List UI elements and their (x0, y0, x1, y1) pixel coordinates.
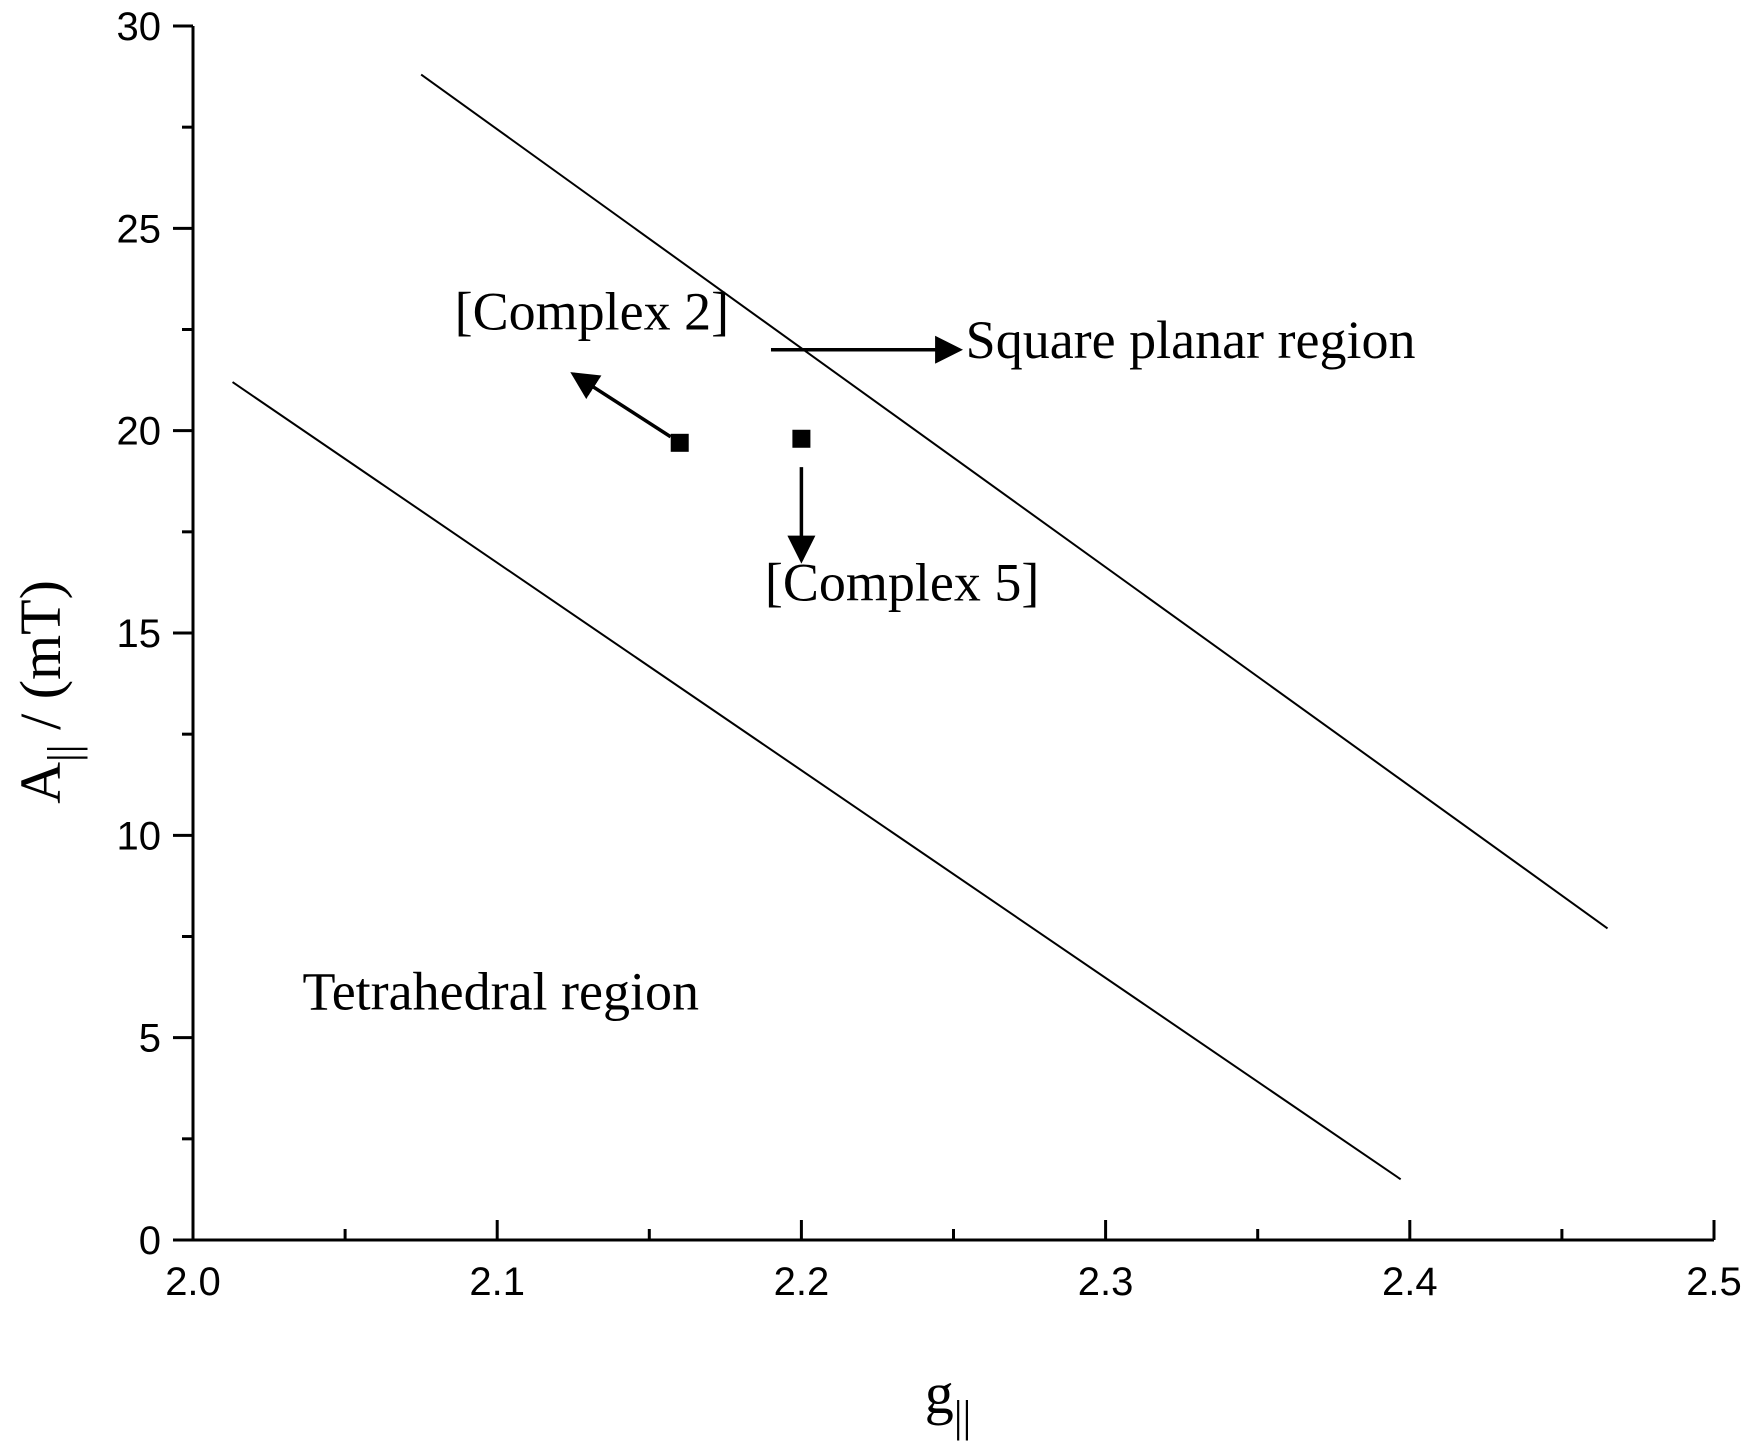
boundary-line (420, 73, 1609, 930)
x-tick-label: 2.2 (774, 1260, 830, 1304)
x-tick-label: 2.3 (1078, 1260, 1134, 1304)
x-tick-label: 2.4 (1382, 1260, 1438, 1304)
y-axis-label-unit: / (mT) (8, 580, 73, 744)
y-tick-label: 30 (117, 5, 162, 49)
y-tick-label: 15 (117, 612, 162, 656)
y-tick-label: 20 (117, 410, 162, 454)
y-tick-label: 10 (117, 814, 162, 858)
label-layer: 2.0 2.1 2.2 2.3 2.4 2.5 0 5 10 15 20 25 30 [Complex 2… (8, 5, 1742, 1441)
axes-layer (173, 24, 1716, 1242)
y-axis-label-subscript: || (39, 744, 88, 762)
x-tick-label: 2.1 (469, 1260, 525, 1304)
data-point (792, 429, 811, 448)
y-tick-label: 5 (139, 1017, 161, 1061)
annotation-label: [Complex 5] (765, 553, 1039, 613)
x-axis-label-main: g (925, 1361, 954, 1426)
x-tick-label: 2.0 (165, 1260, 221, 1304)
plot-layer (231, 73, 1609, 1181)
data-point (670, 433, 689, 452)
annotation-label: Square planar region (966, 310, 1416, 370)
annotation-label: Tetrahedral region (303, 961, 700, 1021)
y-axis-label-main: A (8, 762, 73, 804)
y-axis-label: A|| / (mT) (8, 580, 88, 804)
y-tick-label: 0 (139, 1219, 161, 1263)
x-axis-label: g|| (925, 1361, 972, 1441)
x-tick-label: 2.5 (1686, 1260, 1742, 1304)
annotation-label: [Complex 2] (455, 282, 729, 342)
y-tick-label: 25 (117, 207, 162, 251)
x-axis-label-subscript: || (954, 1392, 972, 1441)
boundary-line (231, 381, 1402, 1181)
annotation-arrow (570, 372, 672, 439)
